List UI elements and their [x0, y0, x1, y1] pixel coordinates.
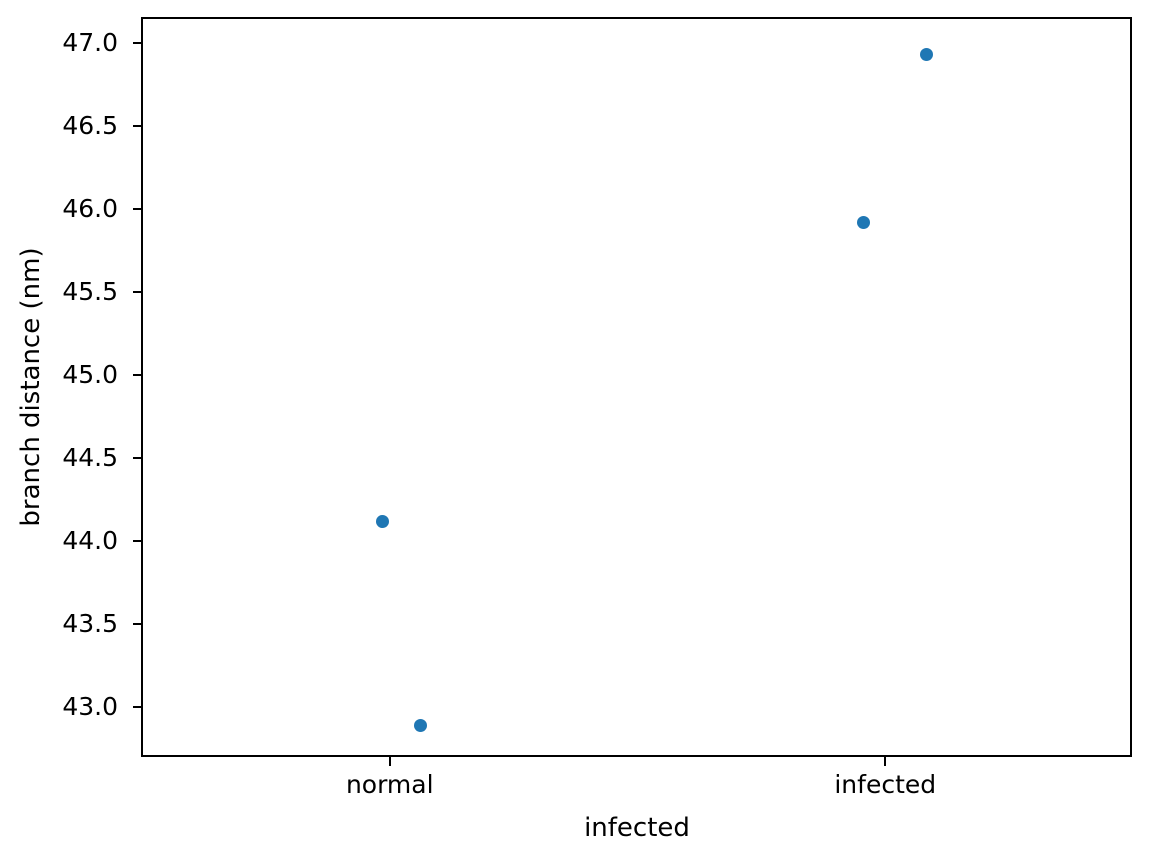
y-tick-label: 43.5 — [62, 609, 118, 639]
y-tick-mark — [133, 124, 142, 127]
y-tick-label: 44.5 — [62, 443, 118, 473]
plot-area — [141, 17, 1132, 757]
scatter-point — [414, 718, 428, 732]
x-tick-label: infected — [834, 770, 937, 799]
y-tick-mark — [133, 207, 142, 210]
y-tick-mark — [133, 374, 142, 377]
y-tick-label: 43.0 — [62, 692, 118, 722]
x-tick-label: normal — [345, 770, 434, 799]
y-tick-mark — [133, 457, 142, 460]
y-tick-mark — [133, 623, 142, 626]
x-axis-label: infected — [584, 813, 690, 843]
y-tick-mark — [133, 540, 142, 543]
y-tick-mark — [133, 291, 142, 293]
scatter-point — [376, 514, 390, 528]
y-tick-mark — [133, 706, 142, 709]
x-tick-mark — [388, 757, 391, 766]
y-tick-mark — [133, 41, 142, 44]
x-tick-mark — [884, 757, 887, 766]
y-axis-label: branch distance (nm) — [16, 247, 46, 527]
y-tick-label: 46.5 — [62, 110, 118, 140]
scatter-point — [856, 215, 870, 229]
scatter-point — [919, 48, 933, 62]
y-tick-label: 44.0 — [62, 526, 118, 556]
y-tick-label: 45.0 — [62, 360, 118, 390]
y-tick-label: 45.5 — [62, 277, 118, 306]
y-tick-label: 47.0 — [62, 27, 118, 57]
y-tick-label: 46.0 — [62, 193, 118, 223]
